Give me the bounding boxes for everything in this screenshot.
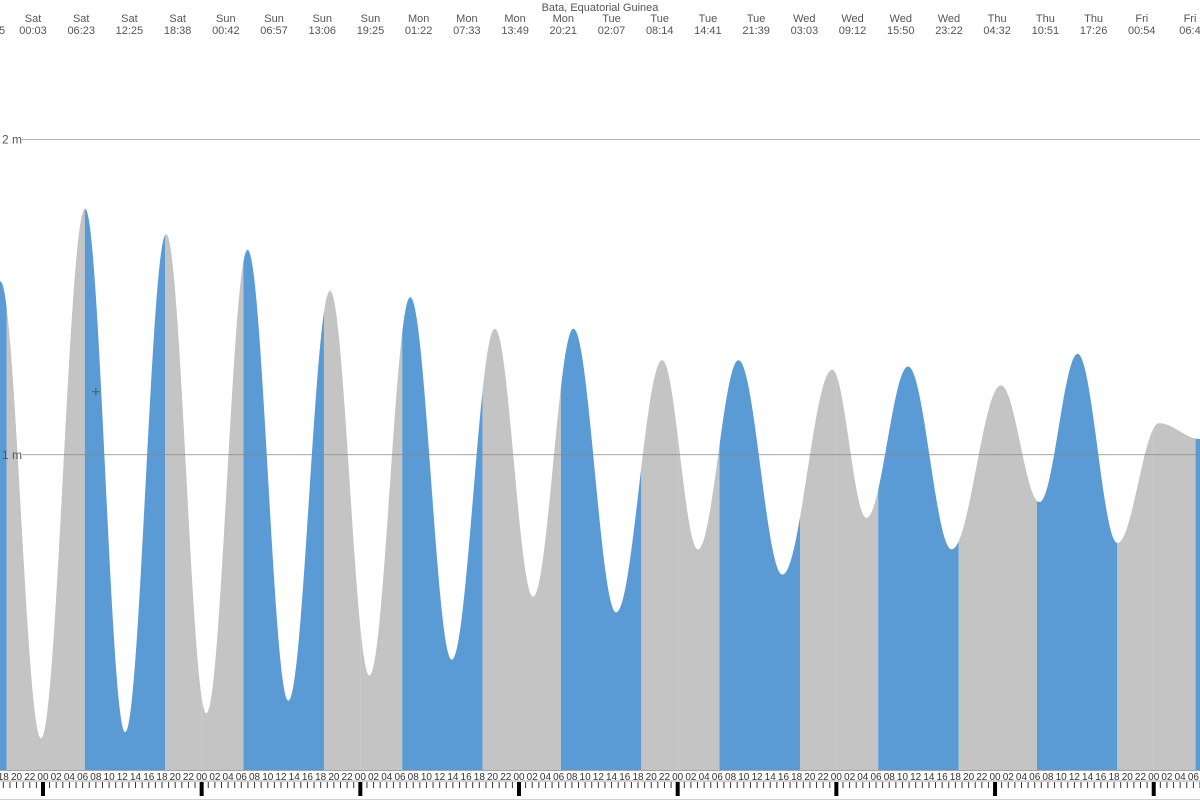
top-label-day: Wed <box>890 13 912 25</box>
top-label-time: 13:49 <box>501 25 529 37</box>
y-axis-label: 1 m <box>2 448 22 462</box>
top-label-time: 00:03 <box>19 25 47 37</box>
top-label-day: Mon <box>456 13 477 25</box>
top-label-day: Fri <box>1184 13 1197 25</box>
top-label-day: Sat <box>169 13 186 25</box>
top-label-day: Mon <box>553 13 574 25</box>
top-label-day: Thu <box>988 13 1007 25</box>
top-label-time: 14:41 <box>694 25 722 37</box>
top-label-time: 18:38 <box>164 25 192 37</box>
top-label-time: 13:06 <box>308 25 336 37</box>
top-label-time: 21:39 <box>742 25 770 37</box>
top-label-time: 03:03 <box>791 25 819 37</box>
top-label-day: Tue <box>602 13 621 25</box>
top-label-time: 01:22 <box>405 25 433 37</box>
top-label-day: Wed <box>841 13 863 25</box>
top-label-day: Sun <box>361 13 381 25</box>
top-label-time: 15:50 <box>887 25 915 37</box>
top-label-day: Sun <box>216 13 236 25</box>
top-label-time: 06:57 <box>260 25 288 37</box>
top-label-time: 00:42 <box>212 25 240 37</box>
top-label-day: Tue <box>699 13 718 25</box>
top-label-time: 12:25 <box>116 25 144 37</box>
top-label-day: Tue <box>650 13 669 25</box>
top-label-day: Thu <box>1084 13 1103 25</box>
top-label-time: 02:07 <box>598 25 626 37</box>
top-label-time: 5 <box>0 25 5 37</box>
top-label-time: 04:32 <box>983 25 1011 37</box>
top-label-day: Sun <box>312 13 332 25</box>
top-label-time: 00:54 <box>1128 25 1156 37</box>
top-label-day: Tue <box>747 13 766 25</box>
top-label-time: 20:21 <box>550 25 578 37</box>
top-label-time: 23:22 <box>935 25 963 37</box>
top-label-day: Mon <box>504 13 525 25</box>
tide-chart: 1 m 2 m 1820220002040608101214161820220002… <box>0 0 1200 800</box>
top-label-time: 07:33 <box>453 25 481 37</box>
top-labels: Sat00:03Sat06:23Sat12:25Sat18:38Sun00:42… <box>0 13 1200 37</box>
top-label-time: 17:26 <box>1080 25 1108 37</box>
top-label-day: Thu <box>1036 13 1055 25</box>
bottom-ticks: 1820220002040608101214161820220002040608… <box>0 772 1200 796</box>
top-label-time: 06:4 <box>1179 25 1200 37</box>
top-label-time: 08:14 <box>646 25 674 37</box>
top-label-time: 09:12 <box>839 25 867 37</box>
top-label-day: Mon <box>408 13 429 25</box>
top-label-day: Sat <box>73 13 90 25</box>
top-label-day: Sun <box>264 13 284 25</box>
top-label-day: Wed <box>793 13 815 25</box>
tide-fill <box>0 209 1200 770</box>
top-label-day: Wed <box>938 13 960 25</box>
top-label-day: Sat <box>121 13 138 25</box>
top-label-time: 06:23 <box>67 25 95 37</box>
top-label-day: Sat <box>25 13 42 25</box>
top-label-time: 19:25 <box>357 25 385 37</box>
top-label-day: Fri <box>1135 13 1148 25</box>
top-label-time: 10:51 <box>1032 25 1060 37</box>
y-axis-label: 2 m <box>2 133 22 147</box>
